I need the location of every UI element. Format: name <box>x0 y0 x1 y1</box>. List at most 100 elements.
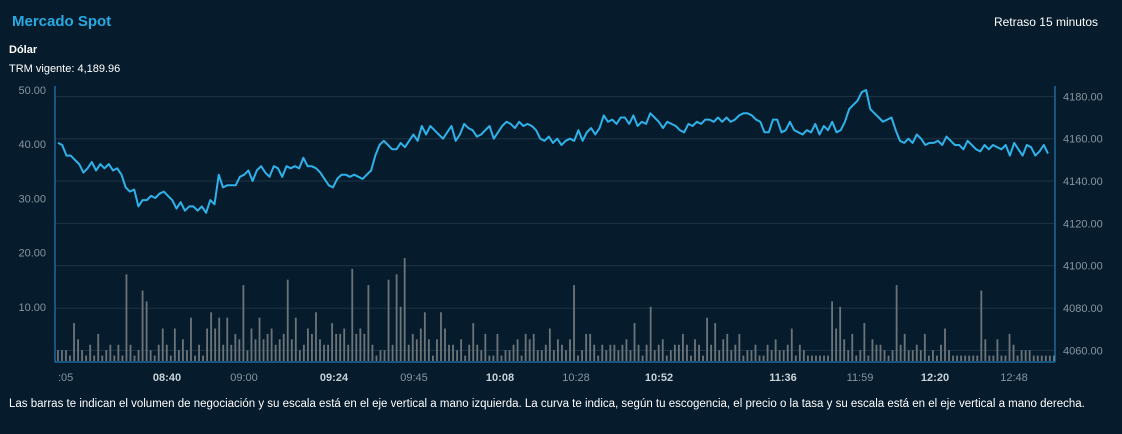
volume-bar <box>432 355 434 361</box>
volume-bar <box>387 279 390 361</box>
volume-bar <box>669 350 672 361</box>
volume-bar <box>137 350 140 361</box>
volume-bar <box>214 328 217 361</box>
volume-bar <box>222 344 225 361</box>
volume-bar <box>585 333 588 361</box>
volume-bar <box>750 350 753 361</box>
right-tick-label: 4140.00 <box>1063 176 1103 188</box>
volume-bar <box>436 339 438 361</box>
volume-bar <box>782 350 785 361</box>
volume-bar <box>415 339 418 361</box>
volume-bar <box>645 344 648 361</box>
volume-bar <box>133 355 136 361</box>
volume-bar <box>972 355 975 361</box>
volume-bar <box>867 355 870 361</box>
volume-bar <box>270 328 273 361</box>
volume-bar <box>411 333 414 361</box>
volume-bar <box>113 355 116 361</box>
volume-bar <box>932 350 934 361</box>
volume-bar <box>327 344 329 361</box>
volume-bar <box>589 333 592 361</box>
x-tick-label: 09:24 <box>320 372 349 384</box>
volume-bar <box>395 274 398 361</box>
left-tick-label: 50.00 <box>18 85 46 97</box>
volume-bar <box>944 328 946 361</box>
x-tick-label: 10:52 <box>645 372 673 384</box>
volume-bar <box>544 344 547 361</box>
volume-bar <box>698 344 700 361</box>
volume-bar <box>532 333 535 361</box>
volume-bar <box>290 339 293 361</box>
volume-bar <box>250 328 253 361</box>
volume-bar <box>226 317 229 361</box>
volume-bar <box>682 333 684 361</box>
volume-bar <box>355 333 358 361</box>
volume-bar <box>815 355 817 361</box>
volume-bar <box>569 339 571 361</box>
volume-bar <box>641 355 644 361</box>
volume-bar <box>524 333 527 361</box>
volume-bar <box>141 290 144 361</box>
volume-bar <box>157 344 160 361</box>
volume-bar <box>440 312 442 361</box>
volume-bar <box>520 355 523 361</box>
volume-bar <box>371 344 374 361</box>
volume-bar <box>278 339 281 361</box>
left-tick-label: 10.00 <box>18 302 46 314</box>
volume-bar <box>488 355 491 361</box>
volume-bar <box>964 355 967 361</box>
x-tick-label: 10:08 <box>486 372 514 384</box>
volume-bar <box>936 355 938 361</box>
volume-bar <box>903 333 906 361</box>
volume-bar <box>1052 355 1055 361</box>
volume-bar <box>706 317 709 361</box>
volume-bar <box>984 339 987 361</box>
volume-bar <box>165 344 168 361</box>
volume-bar <box>403 258 406 361</box>
volume-bar <box>347 344 350 361</box>
volume-bar <box>1012 344 1015 361</box>
volume-bar <box>883 350 886 361</box>
volume-bar <box>657 344 660 361</box>
volume-bar <box>1000 355 1003 361</box>
volume-bar <box>976 355 979 361</box>
right-tick-label: 4180.00 <box>1063 91 1103 103</box>
right-tick-label: 4160.00 <box>1063 134 1103 146</box>
volume-bar <box>101 355 104 361</box>
volume-bar <box>500 355 503 361</box>
volume-bar <box>81 350 84 361</box>
volume-bar <box>468 344 471 361</box>
volume-bar <box>69 355 71 361</box>
volume-bar <box>992 355 995 361</box>
volume-bar <box>238 339 241 361</box>
volume-bar <box>254 339 257 361</box>
volume-bar <box>734 344 737 361</box>
volume-bar <box>573 285 575 361</box>
volume-bar <box>57 350 59 361</box>
volume-bar <box>617 350 620 361</box>
volume-bar <box>807 355 809 361</box>
volume-bar <box>911 350 914 361</box>
volume-bar <box>89 344 92 361</box>
volume-bar <box>722 339 725 361</box>
volume-bar <box>593 344 596 361</box>
volume-bar <box>97 333 100 361</box>
volume-bar <box>391 344 394 361</box>
volume-bar <box>597 355 600 361</box>
volume-bar <box>448 344 450 361</box>
volume-bar <box>915 344 918 361</box>
volume-bar <box>117 344 120 361</box>
volume-bar <box>875 344 878 361</box>
volume-bar <box>258 317 261 361</box>
volume-bar <box>653 350 656 361</box>
x-tick-label: 11:36 <box>769 372 797 384</box>
page-title: Mercado Spot <box>12 13 112 30</box>
volume-bar <box>710 344 713 361</box>
volume-bar <box>153 355 156 361</box>
price-volume-chart[interactable]: 4060.00 4080.00 4100.00 4120.00 4140.00 4160.… <box>0 0 1122 390</box>
volume-bar <box>956 355 959 361</box>
volume-bar <box>351 268 354 361</box>
volume-bar <box>843 339 846 361</box>
volume-bar <box>508 350 511 361</box>
volume-bar <box>294 317 297 361</box>
